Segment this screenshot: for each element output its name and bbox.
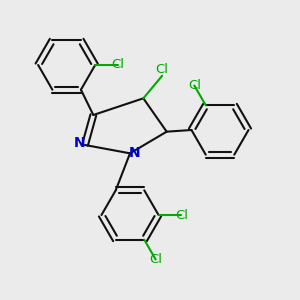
Text: Cl: Cl bbox=[112, 58, 124, 71]
Text: N: N bbox=[128, 146, 140, 160]
Text: Cl: Cl bbox=[188, 79, 201, 92]
Text: Cl: Cl bbox=[156, 63, 169, 76]
Text: Cl: Cl bbox=[175, 208, 188, 221]
Text: N: N bbox=[74, 136, 85, 150]
Text: Cl: Cl bbox=[149, 253, 162, 266]
